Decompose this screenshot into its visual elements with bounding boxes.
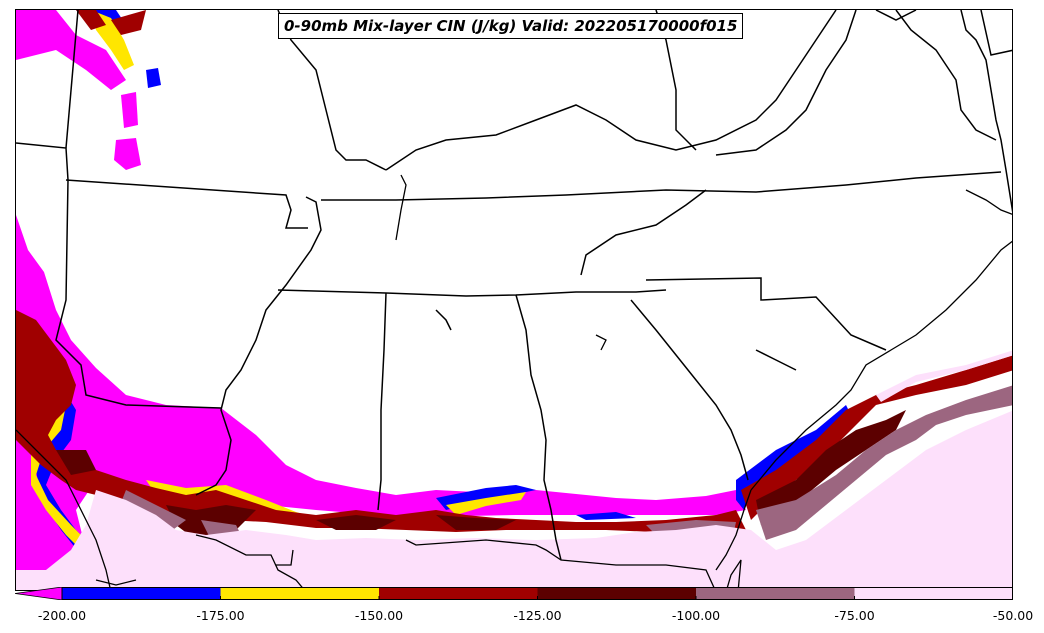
colorbar-swatch xyxy=(537,587,696,600)
colorbar-extend-low xyxy=(15,587,63,600)
colorbar-tick-label: -200.00 xyxy=(37,608,87,623)
colorbar-tick-label: -75.00 xyxy=(834,608,875,623)
colorbar-swatch xyxy=(696,587,855,600)
colorbar-tick-label: -150.00 xyxy=(354,608,404,623)
colorbar-swatch xyxy=(62,587,221,600)
cin-shading-pink xyxy=(16,350,1012,590)
state-boundaries xyxy=(16,10,1012,561)
colorbar-swatch xyxy=(379,587,538,600)
map-title: 0-90mb Mix-layer CIN (J/kg) Valid: 20220… xyxy=(278,13,744,39)
colorbar-swatch xyxy=(854,587,1013,600)
colorbar-tick-label: -100.00 xyxy=(671,608,721,623)
map-panel xyxy=(15,9,1013,591)
colorbar xyxy=(15,587,1013,600)
colorbar-swatch xyxy=(220,587,379,600)
colorbar-tick-label: -125.00 xyxy=(513,608,562,623)
cin-shading-red xyxy=(16,10,1012,535)
coastline xyxy=(16,174,1012,590)
map-canvas xyxy=(16,10,1012,590)
colorbar-tick-label: -175.00 xyxy=(196,608,245,623)
colorbar-tick-label: -50.00 xyxy=(992,608,1034,623)
cin-shading-darkred xyxy=(56,410,906,540)
